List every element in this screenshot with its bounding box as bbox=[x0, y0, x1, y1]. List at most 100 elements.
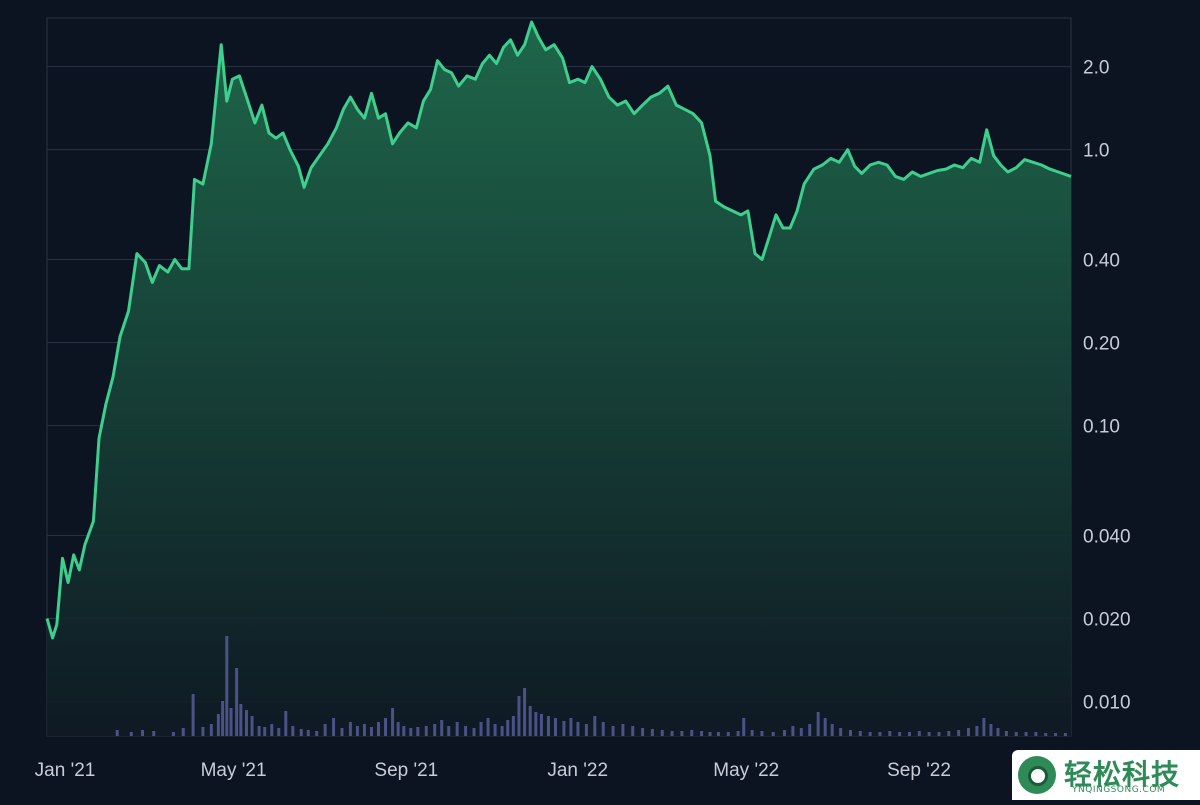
volume-bar bbox=[517, 696, 521, 736]
volume-bar bbox=[650, 729, 654, 736]
volume-bar bbox=[257, 726, 261, 736]
volume-bar bbox=[171, 732, 175, 736]
volume-bar bbox=[808, 724, 812, 736]
volume-bar bbox=[576, 722, 580, 736]
x-tick-label: May '21 bbox=[201, 760, 267, 781]
volume-bar bbox=[848, 730, 852, 736]
volume-bar bbox=[539, 714, 543, 736]
volume-bar bbox=[716, 732, 720, 736]
volume-bar bbox=[593, 716, 597, 736]
volume-bar bbox=[888, 731, 892, 736]
volume-bars bbox=[115, 636, 1067, 736]
volume-bar bbox=[239, 704, 243, 736]
volume-bar bbox=[315, 731, 319, 736]
volume-bar bbox=[225, 636, 229, 736]
volume-bar bbox=[611, 726, 615, 736]
volume-bar bbox=[340, 728, 344, 736]
volume-bar bbox=[440, 720, 444, 736]
volume-bar bbox=[799, 728, 803, 736]
volume-bar bbox=[760, 731, 764, 736]
volume-bar bbox=[562, 721, 566, 736]
volume-bar bbox=[975, 726, 979, 736]
volume-bar bbox=[982, 718, 986, 736]
volume-bar bbox=[742, 718, 746, 736]
volume-bar bbox=[700, 731, 704, 736]
volume-bar bbox=[641, 728, 645, 736]
volume-bar bbox=[201, 727, 205, 736]
volume-bar bbox=[229, 708, 233, 736]
volume-bar bbox=[181, 728, 185, 736]
volume-bar bbox=[631, 726, 635, 736]
x-tick-label: Jan '21 bbox=[35, 760, 96, 781]
y-tick-label: 1.0 bbox=[1083, 141, 1109, 162]
volume-bar bbox=[553, 718, 557, 736]
volume-bar bbox=[486, 718, 490, 736]
volume-bar bbox=[472, 728, 476, 736]
volume-bar bbox=[957, 730, 961, 736]
volume-bar bbox=[377, 722, 381, 736]
volume-bar bbox=[447, 726, 451, 736]
volume-bar bbox=[141, 730, 145, 736]
y-tick-label: 2.0 bbox=[1083, 58, 1109, 79]
volume-bar bbox=[270, 724, 274, 736]
y-tick-label: 0.010 bbox=[1083, 693, 1131, 714]
volume-bar bbox=[216, 714, 220, 736]
volume-bar bbox=[791, 726, 795, 736]
volume-bar bbox=[384, 718, 388, 736]
y-axis-ticks: 2.0 1.0 0.40 0.20 0.10 0.040 0.020 0.010 bbox=[1083, 58, 1131, 714]
watermark: 轻松科技 YNQINGSONG.COM bbox=[1012, 750, 1200, 800]
volume-bar bbox=[989, 724, 993, 736]
volume-bar bbox=[708, 732, 712, 736]
volume-bar bbox=[1044, 733, 1048, 736]
volume-bar bbox=[917, 731, 921, 736]
volume-bar bbox=[396, 722, 400, 736]
volume-bar bbox=[369, 727, 373, 736]
volume-bar bbox=[996, 728, 1000, 736]
y-tick-label: 0.20 bbox=[1083, 334, 1120, 355]
price-area-layer bbox=[47, 22, 1071, 737]
volume-bar bbox=[898, 732, 902, 736]
volume-bar bbox=[1034, 732, 1038, 736]
y-tick-label: 0.020 bbox=[1083, 609, 1131, 630]
volume-bar bbox=[569, 718, 573, 736]
volume-bar bbox=[209, 724, 213, 736]
volume-bar bbox=[830, 724, 834, 736]
volume-bar bbox=[332, 718, 336, 736]
x-tick-label: Sep '22 bbox=[887, 760, 951, 781]
x-tick-label: May '22 bbox=[713, 760, 779, 781]
price-line-layer bbox=[45, 20, 1072, 640]
volume-bar bbox=[455, 722, 459, 736]
volume-bar bbox=[966, 728, 970, 736]
volume-bar bbox=[323, 724, 327, 736]
volume-bar bbox=[839, 728, 843, 736]
volume-bar bbox=[152, 731, 156, 736]
volume-bar bbox=[670, 731, 674, 736]
volume-bar bbox=[601, 722, 605, 736]
volume-bar bbox=[191, 694, 195, 736]
volume-bar bbox=[937, 732, 941, 736]
volume-bar bbox=[1024, 732, 1028, 736]
volume-bar bbox=[284, 711, 288, 736]
volume-bar bbox=[424, 726, 428, 736]
volume-bar bbox=[277, 728, 281, 736]
volume-bar bbox=[391, 708, 395, 736]
volume-bar bbox=[584, 724, 588, 736]
volume-bar bbox=[244, 710, 248, 736]
volume-bar bbox=[493, 724, 497, 736]
volume-bar bbox=[858, 731, 862, 736]
volume-bar bbox=[506, 720, 510, 736]
volume-bar bbox=[816, 712, 820, 736]
volume-bar bbox=[500, 726, 504, 736]
volume-bar bbox=[511, 716, 515, 736]
x-axis-ticks: Jan '21 May '21 Sep '21 Jan '22 May '22 Sep '… bbox=[35, 760, 951, 781]
volume-bar bbox=[1063, 733, 1067, 736]
volume-bar bbox=[534, 712, 538, 736]
volume-bar bbox=[291, 726, 295, 736]
volume-bar bbox=[1054, 733, 1058, 736]
volume-bar bbox=[306, 730, 310, 736]
volume-bar bbox=[878, 732, 882, 736]
watermark-title: 轻松科技 bbox=[1064, 758, 1181, 791]
volume-bar bbox=[362, 724, 366, 736]
